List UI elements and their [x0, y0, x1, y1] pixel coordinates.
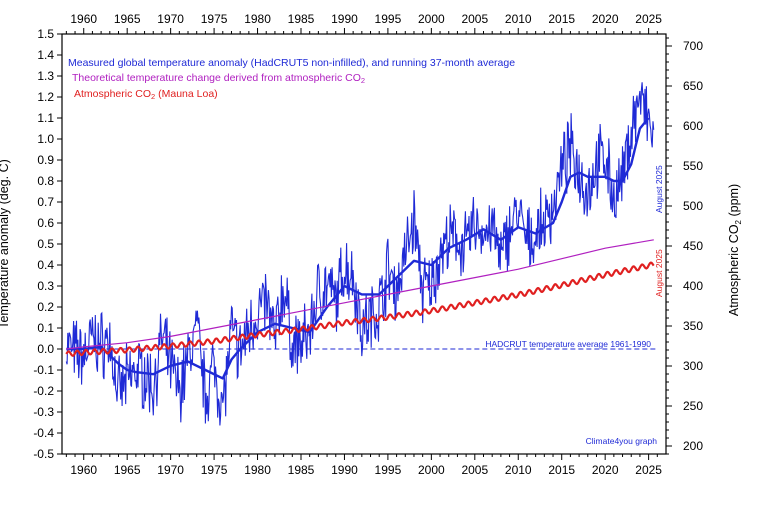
x-tick-label-top: 2005 — [461, 12, 488, 26]
y-left-tick-label: 0.4 — [37, 258, 54, 272]
x-tick-label: 2020 — [592, 463, 619, 477]
y-left-tick-label: 0.3 — [37, 279, 54, 293]
series-layer — [65, 82, 655, 426]
baseline-label: HADCRUT temperature average 1961-1990 — [485, 339, 651, 349]
y-right-tick-label: 200 — [683, 439, 703, 453]
y-right-tick-label: 550 — [683, 159, 703, 173]
y-left-tick-label: 0.1 — [37, 321, 54, 335]
x-axis-bottom: 1960 1965 1970 1975 1980 1985 1990 1995 2000 2005… — [65, 454, 662, 477]
x-tick-label-top: 1985 — [288, 12, 315, 26]
y-right-tick-label: 600 — [683, 119, 703, 133]
x-tick-label-top: 1970 — [157, 12, 184, 26]
series-running-average — [66, 117, 650, 380]
y-left-tick-label: 0.9 — [37, 153, 54, 167]
y-right-tick-label: 650 — [683, 79, 703, 93]
series-co2 — [65, 261, 655, 358]
y-left-tick-label: 1.2 — [37, 90, 54, 104]
y-axis-right: 200 250 300 350 400 450 500 550 600 650 700 — [666, 37, 703, 455]
x-tick-label: 2025 — [635, 463, 662, 477]
x-tick-label: 1980 — [244, 463, 271, 477]
y-left-tick-label: -0.3 — [33, 405, 54, 419]
series-theoretical — [66, 239, 654, 350]
y-left-tick-label: 1.5 — [37, 27, 54, 41]
x-tick-label-top: 2010 — [505, 12, 532, 26]
y-axis-left-label: Temperature anomaly (deg. C) — [0, 159, 11, 329]
y-right-tick-label: 300 — [683, 359, 703, 373]
plot-frame — [61, 33, 667, 455]
date-co2-label: August 2025 — [654, 249, 664, 297]
y-left-tick-label: 0.6 — [37, 216, 54, 230]
y-left-tick-label: 1.1 — [37, 111, 54, 125]
x-tick-label: 2015 — [548, 463, 575, 477]
x-tick-label-top: 1980 — [244, 12, 271, 26]
y-left-tick-label: 0.5 — [37, 237, 54, 251]
x-tick-label-top: 2000 — [418, 12, 445, 26]
y-left-tick-label: 1.3 — [37, 69, 54, 83]
y-left-tick-label: 1.4 — [37, 48, 54, 62]
y-right-tick-label: 500 — [683, 199, 703, 213]
y-left-tick-label: 0.2 — [37, 300, 54, 314]
x-tick-label: 2010 — [505, 463, 532, 477]
y-right-tick-label: 250 — [683, 399, 703, 413]
x-tick-label: 1965 — [114, 463, 141, 477]
y-right-tick-label: 450 — [683, 239, 703, 253]
y-left-tick-label: 0.0 — [37, 342, 54, 356]
x-tick-label: 1970 — [157, 463, 184, 477]
x-tick-label-top: 1975 — [201, 12, 228, 26]
y-left-tick-label: -0.5 — [33, 447, 54, 461]
y-left-tick-label: 0.8 — [37, 174, 54, 188]
x-tick-label: 1960 — [70, 463, 97, 477]
legend-temperature: Measured global temperature anomaly (Had… — [68, 57, 515, 69]
x-tick-label-top: 2020 — [592, 12, 619, 26]
date-temp-label: August 2025 — [654, 165, 664, 213]
y-right-tick-label: 350 — [683, 319, 703, 333]
x-tick-label: 2000 — [418, 463, 445, 477]
x-tick-label: 1995 — [375, 463, 402, 477]
x-tick-label-top: 2025 — [635, 12, 662, 26]
y-right-tick-label: 400 — [683, 279, 703, 293]
y-axis-right-label: Atmospheric CO2 (ppm) — [727, 184, 743, 316]
legend-co2: Atmospheric CO2 (Mauna Loa) — [74, 88, 218, 101]
y-left-tick-label: 0.7 — [37, 195, 54, 209]
x-tick-label: 2005 — [461, 463, 488, 477]
x-tick-label-top: 1990 — [331, 12, 358, 26]
y-left-tick-label: -0.1 — [33, 363, 54, 377]
y-right-tick-label: 700 — [683, 39, 703, 53]
x-tick-label-top: 2015 — [548, 12, 575, 26]
y-axis-left: -0.5 -0.4 -0.3 -0.2 -0.1 0.0 0.1 0.2 0.3 0.4 0.5 0.… — [33, 27, 62, 461]
x-tick-label-top: 1960 — [70, 12, 97, 26]
x-tick-label: 1975 — [201, 463, 228, 477]
legend-theoretical: Theoretical temperature change derived f… — [72, 72, 365, 85]
x-tick-label: 1990 — [331, 463, 358, 477]
credit-label: Climate4you graph — [586, 436, 658, 446]
y-left-tick-label: -0.4 — [33, 426, 54, 440]
x-tick-label: 1985 — [288, 463, 315, 477]
y-left-tick-label: -0.2 — [33, 384, 54, 398]
x-axis-top: 1960 1965 1970 1975 1980 1985 1990 1995 2000 2005… — [65, 12, 662, 34]
x-tick-label-top: 1965 — [114, 12, 141, 26]
y-left-tick-label: 1.0 — [37, 132, 54, 146]
x-tick-label-top: 1995 — [375, 12, 402, 26]
